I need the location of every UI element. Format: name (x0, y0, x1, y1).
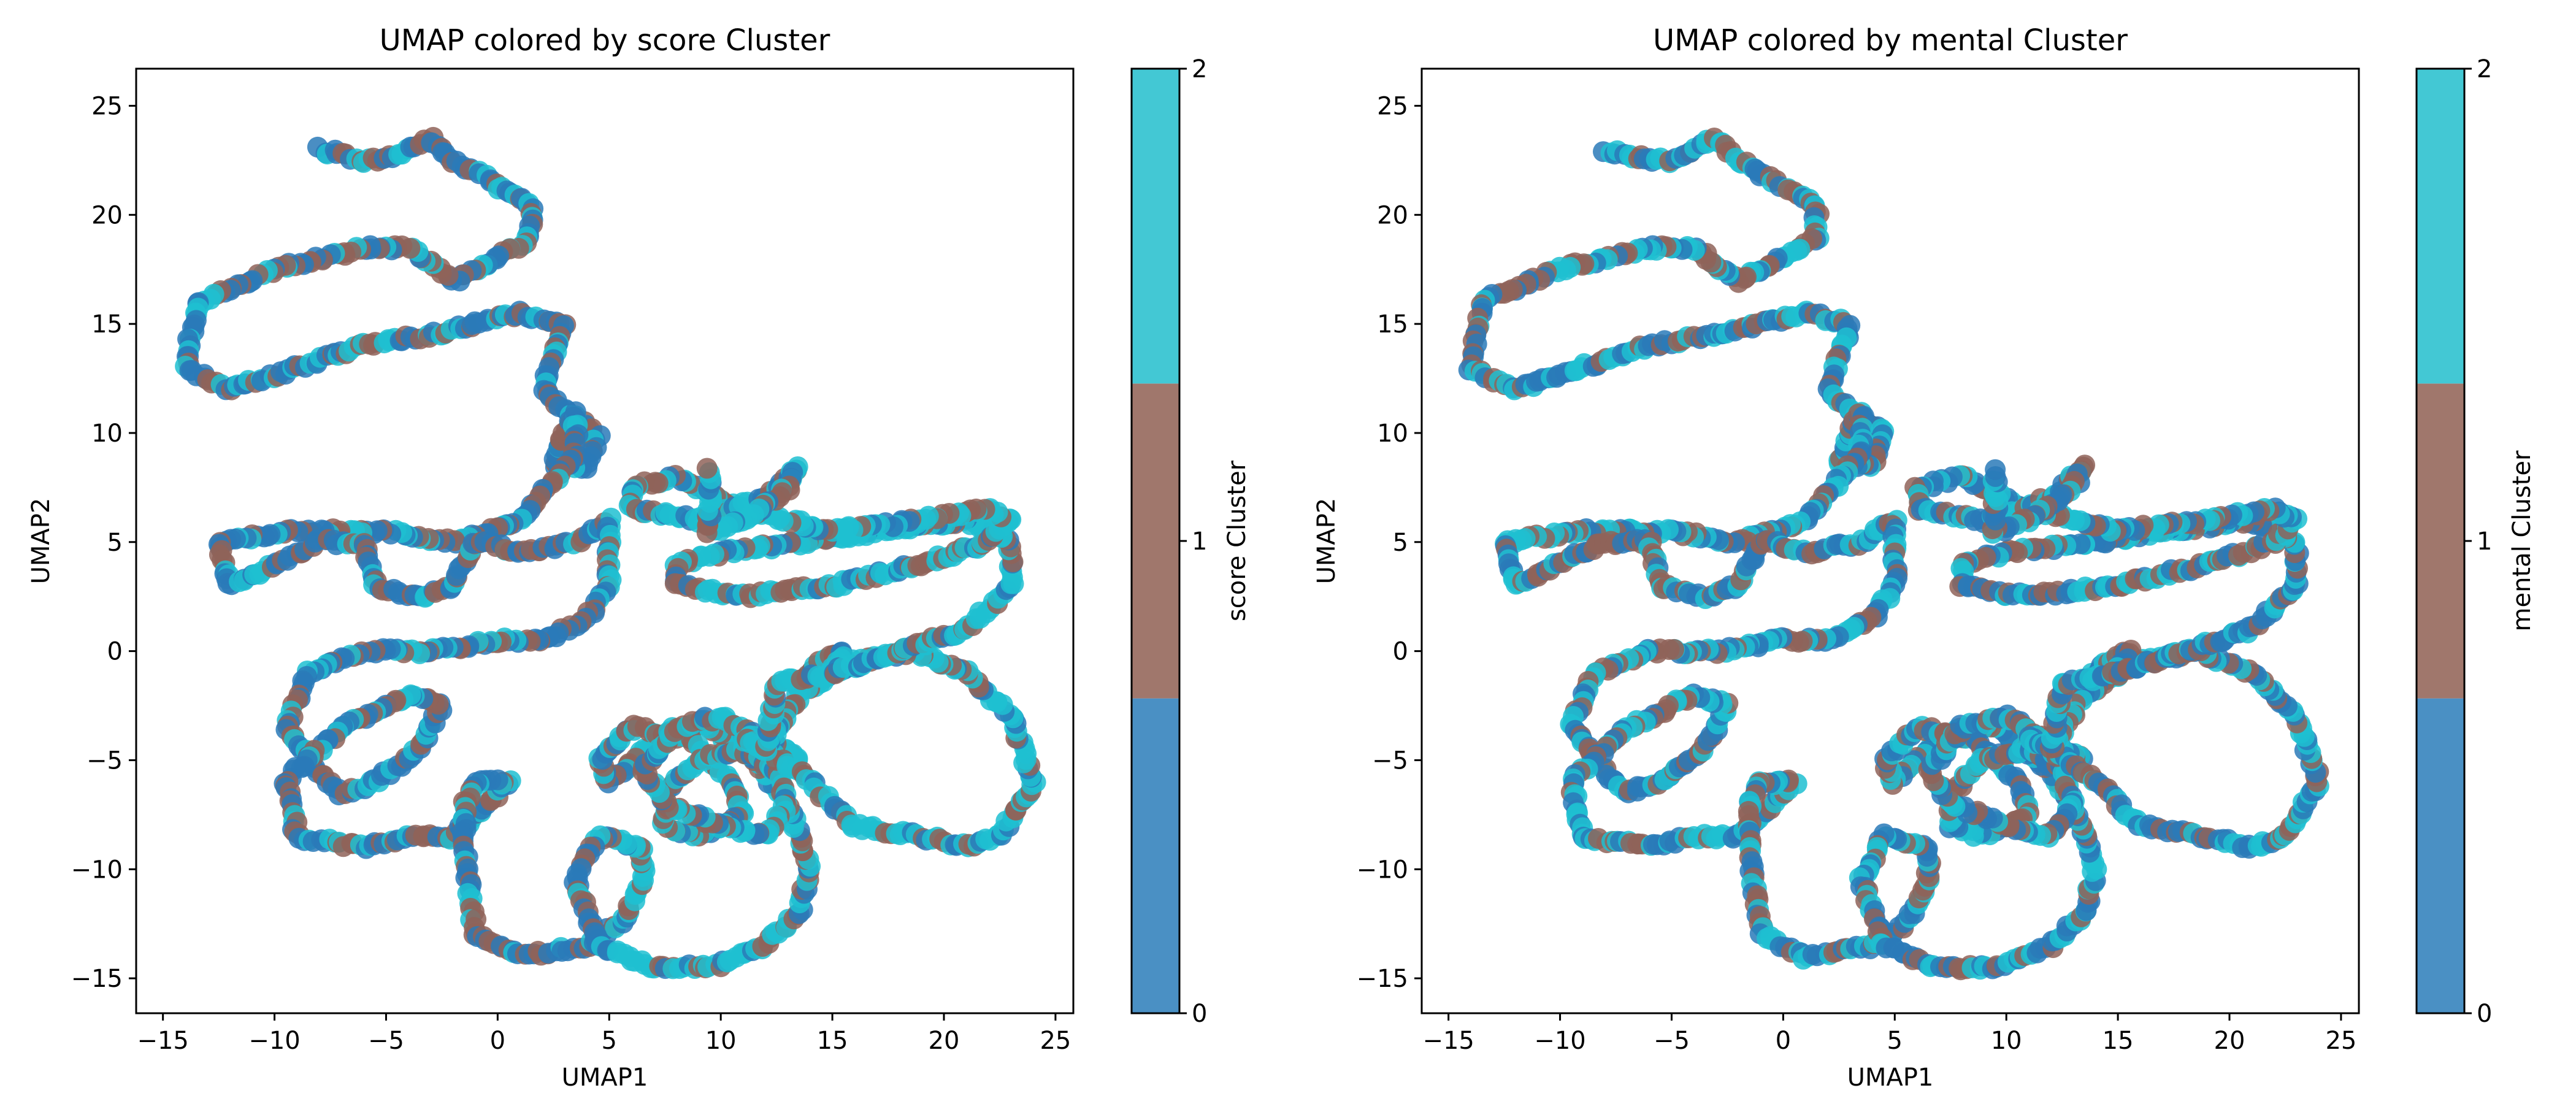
chart-title: UMAP colored by score Cluster (380, 23, 830, 58)
x-tick-label: −15 (1422, 1027, 1474, 1055)
y-tick-label: 10 (91, 420, 123, 448)
y-axis-label: UMAP2 (27, 498, 55, 585)
panel-mental: UMAP colored by mental Cluster −15 −10 −5 0… (1313, 23, 2536, 1092)
x-tick-label: 25 (1040, 1027, 1071, 1055)
colorbar-segment (2417, 383, 2464, 699)
colorbar-tick-label: 2 (1192, 55, 1207, 83)
y-tick-label: 10 (1377, 420, 1408, 448)
plot-frame (135, 67, 1075, 1014)
colorbar-tick-label: 0 (2477, 1000, 2492, 1028)
y-tick-label: 0 (1393, 638, 1408, 666)
scatter-plot (175, 126, 1046, 979)
x-tick-label: −15 (137, 1027, 188, 1055)
colorbar-tick-label: 2 (2477, 55, 2492, 83)
scatter-point (1985, 459, 2006, 480)
x-axis-label: UMAP1 (1847, 1064, 1934, 1092)
y-tick-label: 0 (107, 638, 123, 666)
x-tick-label: −10 (248, 1027, 300, 1055)
x-tick-label: −5 (368, 1027, 404, 1055)
y-tick-label: 15 (1377, 310, 1408, 339)
colorbar: 0 1 2 (1130, 55, 1207, 1028)
y-tick-label: −10 (1357, 856, 1408, 884)
colorbar-tick-label: 1 (2477, 527, 2492, 556)
y-tick-label: 5 (1393, 529, 1408, 557)
colorbar-segment (2417, 69, 2464, 384)
scatter-plot (1458, 128, 2329, 981)
x-tick-label: −10 (1534, 1027, 1585, 1055)
x-axis-label: UMAP1 (562, 1064, 648, 1092)
y-tick-label: −10 (71, 856, 123, 884)
y-tick-label: −5 (1372, 746, 1408, 775)
panel-score: UMAP colored by score Cluster −15 −10 −5 0 5… (27, 23, 1251, 1092)
colorbar-segment (1132, 698, 1179, 1013)
y-axis-label: UMAP2 (1313, 498, 1341, 585)
y-axis-ticks: −15 −10 −5 0 5 10 15 20 25 (71, 92, 136, 993)
colorbar-tick-label: 1 (1192, 527, 1207, 556)
x-tick-label: 20 (929, 1027, 960, 1055)
y-tick-label: 15 (91, 310, 123, 339)
scatter-point (696, 458, 718, 479)
y-tick-label: −5 (86, 746, 123, 775)
y-tick-label: 20 (91, 201, 123, 229)
x-tick-label: 0 (1776, 1027, 1791, 1055)
x-tick-label: 20 (2214, 1027, 2245, 1055)
chart-title: UMAP colored by mental Cluster (1653, 23, 2128, 58)
y-tick-label: 5 (107, 529, 123, 557)
x-axis-ticks: −15 −10 −5 0 5 10 15 20 25 (1422, 1013, 2356, 1055)
colorbar-label: score Cluster (1223, 460, 1251, 621)
x-tick-label: 10 (1991, 1027, 2022, 1055)
x-tick-label: 15 (817, 1027, 848, 1055)
x-axis-ticks: −15 −10 −5 0 5 10 15 20 25 (137, 1013, 1071, 1055)
x-tick-label: 10 (705, 1027, 737, 1055)
y-tick-label: 25 (91, 92, 123, 120)
plot-frame (1420, 67, 2360, 1014)
colorbar-segment (2417, 698, 2464, 1013)
colorbar-label: mental Cluster (2508, 450, 2536, 631)
y-tick-label: 20 (1377, 201, 1408, 229)
x-tick-label: 5 (1887, 1027, 1903, 1055)
x-tick-label: 0 (490, 1027, 505, 1055)
y-tick-label: 25 (1377, 92, 1408, 120)
x-tick-label: −5 (1654, 1027, 1690, 1055)
x-tick-label: 15 (2103, 1027, 2134, 1055)
colorbar: 0 1 2 (2415, 55, 2492, 1028)
y-axis-ticks: −15 −10 −5 0 5 10 15 20 25 (1357, 92, 1422, 993)
x-tick-label: 25 (2325, 1027, 2356, 1055)
colorbar-tick-label: 0 (1192, 1000, 1207, 1028)
y-tick-label: −15 (1357, 965, 1408, 993)
x-tick-label: 5 (602, 1027, 617, 1055)
y-tick-label: −15 (71, 965, 123, 993)
colorbar-segment (1132, 383, 1179, 699)
colorbar-segment (1132, 69, 1179, 384)
